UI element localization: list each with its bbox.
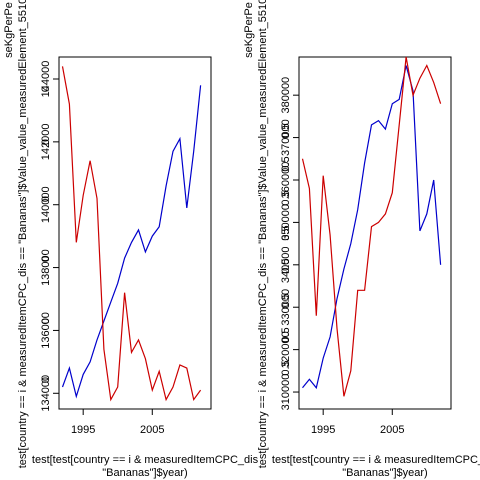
y-tick-label-secondary: 0 <box>40 139 52 145</box>
y-tick-label: 360000 <box>280 162 292 199</box>
y-tick-label: 330000 <box>280 289 292 326</box>
y-tick-label: 310000 <box>280 374 292 411</box>
y-tick-label: 142000 <box>40 123 52 160</box>
y-tick-label-secondary: 0.5 <box>280 225 292 240</box>
y-tick-label-secondary: 0 <box>40 318 52 324</box>
y-tick-label-secondary: 0.5 <box>280 360 292 375</box>
x-axis-label: "Bananas"]$year) <box>102 467 187 479</box>
plot-frame <box>58 56 212 410</box>
y-tick-label-secondary: 0 <box>40 86 52 92</box>
y-tick-label: 144000 <box>40 61 52 98</box>
y-tick-label: 340000 <box>280 246 292 283</box>
y-axis-label: test[country == i & measuredItemCPC_dis … <box>17 0 29 468</box>
series-line-red <box>61 66 202 402</box>
y-tick-label: 138000 <box>40 249 52 286</box>
series-line-blue <box>302 65 442 390</box>
y-axis-label-secondary: seKgPerPe <box>243 2 255 58</box>
y-tick-label-secondary: 0 <box>40 377 52 383</box>
y-tick-label-secondary: 0.5 <box>280 293 292 308</box>
y-tick-label: 320000 <box>280 331 292 368</box>
y-tick-label-secondary: 0.5 <box>280 258 292 273</box>
y-tick-label-secondary: 0.5 <box>280 123 292 138</box>
x-tick-label: 1995 <box>311 424 335 436</box>
y-tick-label-secondary: 0.5 <box>280 327 292 342</box>
x-axis-label: "Bananas"]$year) <box>342 467 427 479</box>
plot-frame <box>298 56 452 410</box>
y-axis-label-secondary: seKgPerPe <box>3 2 15 58</box>
y-tick-label: 380000 <box>280 77 292 114</box>
y-tick-label: 140000 <box>40 186 52 223</box>
y-tick-label-secondary: 0 <box>40 256 52 262</box>
x-tick-label: 1995 <box>71 424 95 436</box>
x-tick-label: 2005 <box>140 424 164 436</box>
y-tick-label-secondary: 0 <box>40 196 52 202</box>
x-axis-label: test[test[country == i & measuredItemCPC… <box>32 454 259 466</box>
x-tick-label: 2005 <box>380 424 404 436</box>
y-tick-label: 134000 <box>40 375 52 412</box>
series-line-blue <box>61 85 202 399</box>
y-tick-label: 350000 <box>280 204 292 241</box>
y-tick-label-secondary: 0.5 <box>280 156 292 171</box>
y-tick-label-secondary: 0.5 <box>280 190 292 205</box>
y-tick-label: 370000 <box>280 119 292 156</box>
y-axis-label: test[country == i & measuredItemCPC_dis … <box>257 0 269 468</box>
y-tick-label: 136000 <box>40 312 52 349</box>
x-axis-label: test[test[country == i & measuredItemCPC… <box>272 454 480 466</box>
series-line-red <box>301 56 442 397</box>
